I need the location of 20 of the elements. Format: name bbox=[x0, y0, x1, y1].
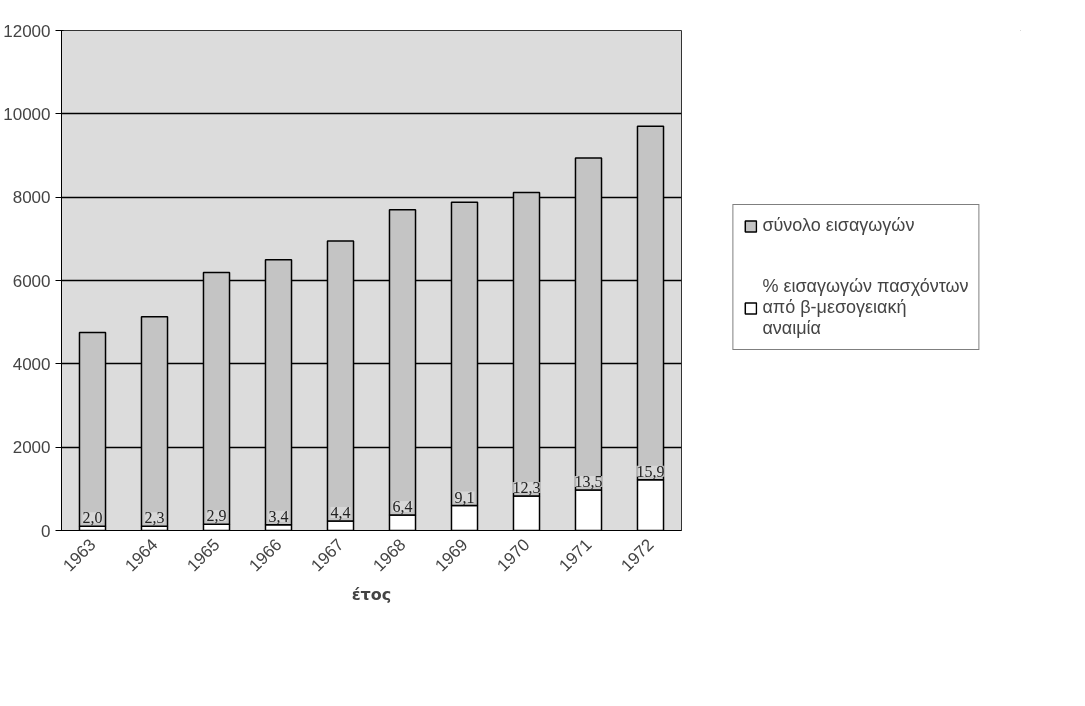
y-tick-label: 2000 bbox=[12, 438, 51, 458]
annotation: 4,4 bbox=[330, 503, 351, 521]
annotation: 6,4 bbox=[392, 498, 413, 516]
y-tick-label: 6000 bbox=[12, 271, 51, 291]
legend-label: σύνολο εισαγωγών bbox=[762, 215, 915, 236]
legend-label: % εισαγωγών πασχόντων από β-μεσογειακή αναιμία bbox=[762, 276, 969, 339]
y-tick-label: 0 bbox=[41, 521, 51, 541]
annotation: 2,9 bbox=[206, 507, 227, 525]
annotation: 12,3 bbox=[512, 478, 541, 496]
annotation: 13,5 bbox=[574, 473, 603, 491]
x-axis-title: έτος bbox=[351, 584, 392, 604]
annotation: 2,0 bbox=[82, 509, 103, 527]
annotation: 3,4 bbox=[268, 507, 289, 525]
annotation: 2,3 bbox=[144, 509, 165, 527]
annotation: 15,9 bbox=[636, 462, 665, 480]
y-tick-label: 8000 bbox=[12, 188, 51, 208]
y-tick-label: 12000 bbox=[3, 21, 51, 41]
annotation: 9,1 bbox=[454, 488, 475, 506]
y-tick-label: 10000 bbox=[3, 104, 51, 124]
y-tick-label: 4000 bbox=[12, 354, 51, 374]
